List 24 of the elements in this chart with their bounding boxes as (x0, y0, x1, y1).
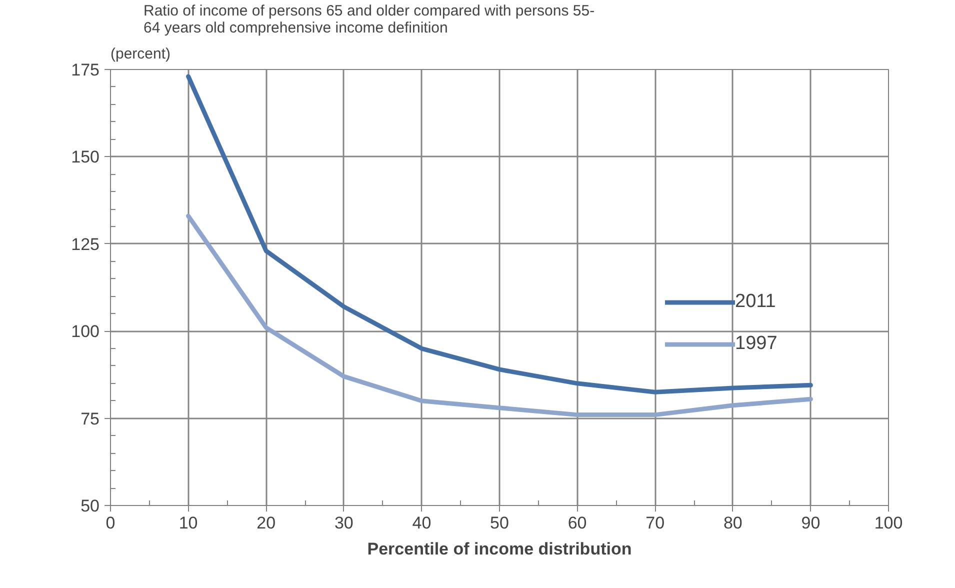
x-tick-label: 60 (568, 514, 587, 532)
x-tick-label: 100 (874, 514, 903, 532)
y-tick-label: 100 (71, 322, 100, 342)
y-tick-label: 125 (71, 234, 100, 254)
x-tick-label: 50 (490, 514, 509, 532)
x-tick-label: 30 (334, 514, 354, 532)
y-tick-label: 175 (71, 60, 100, 80)
x-tick-label: 20 (256, 514, 276, 532)
y-tick-label: 50 (80, 496, 100, 516)
y-tick-label: 150 (71, 148, 100, 167)
x-axis-title: Percentile of income distribution (367, 540, 632, 558)
x-tick-label: 0 (106, 514, 116, 532)
line-series (186, 74, 813, 394)
x-tick-label: 80 (723, 514, 742, 532)
x-tick-label: 10 (178, 514, 198, 532)
x-tick-label: 70 (646, 514, 665, 532)
x-tick-label: 40 (412, 514, 432, 532)
y-axis-title: (percent) (110, 46, 171, 62)
y-tick-label: 75 (80, 409, 100, 428)
legend-label: 2011 (735, 291, 776, 313)
x-tick-label: 90 (801, 514, 820, 532)
line-series (186, 214, 813, 418)
legend-label: 1997 (735, 333, 778, 355)
chart-title: Ratio of income of persons 65 and older compared with persons 55- 64 years old comprehensive income definition (144, 2, 595, 36)
